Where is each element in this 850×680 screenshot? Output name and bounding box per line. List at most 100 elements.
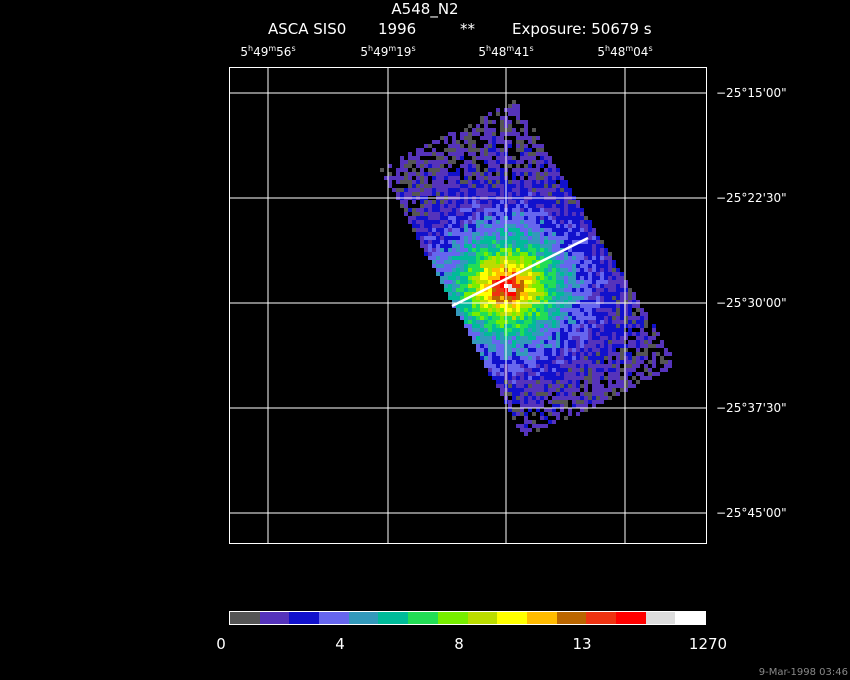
- intensity-pixel: [608, 316, 612, 320]
- intensity-pixel: [596, 384, 600, 388]
- intensity-pixel: [500, 388, 504, 392]
- intensity-pixel: [528, 160, 532, 164]
- intensity-pixel: [396, 176, 400, 180]
- intensity-pixel: [440, 268, 444, 272]
- intensity-pixel: [516, 148, 520, 152]
- intensity-pixel: [484, 252, 488, 256]
- intensity-pixel: [472, 280, 476, 284]
- intensity-pixel: [428, 228, 432, 232]
- intensity-pixel: [588, 272, 592, 276]
- intensity-pixel: [444, 224, 448, 228]
- intensity-pixel: [528, 228, 532, 232]
- intensity-pixel: [536, 352, 540, 356]
- intensity-pixel: [568, 372, 572, 376]
- intensity-pixel: [396, 172, 400, 176]
- intensity-pixel: [480, 252, 484, 256]
- intensity-pixel: [556, 192, 560, 196]
- intensity-pixel: [660, 344, 664, 348]
- intensity-pixel: [476, 176, 480, 180]
- intensity-pixel: [548, 400, 552, 404]
- intensity-pixel: [480, 340, 484, 344]
- intensity-pixel: [520, 272, 524, 276]
- intensity-pixel: [556, 396, 560, 400]
- intensity-pixel: [600, 296, 604, 300]
- intensity-pixel: [580, 304, 584, 308]
- intensity-pixel: [460, 152, 464, 156]
- intensity-pixel: [488, 132, 492, 136]
- intensity-pixel: [472, 160, 476, 164]
- intensity-pixel: [484, 204, 488, 208]
- intensity-pixel: [608, 272, 612, 276]
- intensity-pixel: [584, 240, 588, 244]
- intensity-pixel: [544, 184, 548, 188]
- intensity-pixel: [536, 316, 540, 320]
- intensity-pixel: [488, 368, 492, 372]
- intensity-pixel: [448, 272, 452, 276]
- intensity-pixel: [468, 124, 472, 128]
- intensity-pixel: [464, 184, 468, 188]
- intensity-pixel: [560, 384, 564, 388]
- intensity-pixel: [496, 376, 500, 380]
- intensity-pixel: [620, 344, 624, 348]
- intensity-pixel: [480, 336, 484, 340]
- intensity-pixel: [448, 248, 452, 252]
- intensity-pixel: [568, 316, 572, 320]
- intensity-pixel: [536, 332, 540, 336]
- intensity-pixel: [608, 256, 612, 260]
- intensity-pixel: [580, 276, 584, 280]
- intensity-pixel: [524, 296, 528, 300]
- intensity-pixel: [620, 380, 624, 384]
- intensity-pixel: [600, 384, 604, 388]
- intensity-pixel: [508, 128, 512, 132]
- intensity-pixel: [552, 200, 556, 204]
- intensity-pixel: [552, 232, 556, 236]
- intensity-pixel: [488, 156, 492, 160]
- intensity-pixel: [488, 236, 492, 240]
- intensity-pixel: [516, 336, 520, 340]
- intensity-pixel: [556, 244, 560, 248]
- intensity-pixel: [496, 372, 500, 376]
- intensity-pixel: [496, 340, 500, 344]
- intensity-pixel: [560, 400, 564, 404]
- intensity-pixel: [496, 176, 500, 180]
- intensity-pixel: [488, 140, 492, 144]
- intensity-pixel: [552, 256, 556, 260]
- intensity-pixel: [500, 212, 504, 216]
- intensity-pixel: [564, 376, 568, 380]
- intensity-pixel: [520, 308, 524, 312]
- intensity-pixel: [492, 292, 496, 296]
- intensity-pixel: [556, 364, 560, 368]
- intensity-pixel: [532, 192, 536, 196]
- intensity-pixel: [596, 264, 600, 268]
- intensity-pixel: [600, 352, 604, 356]
- intensity-pixel: [552, 280, 556, 284]
- intensity-pixel: [532, 292, 536, 296]
- intensity-pixel: [580, 264, 584, 268]
- intensity-pixel: [660, 368, 664, 372]
- intensity-pixel: [632, 304, 636, 308]
- intensity-pixel: [508, 228, 512, 232]
- intensity-pixel: [468, 292, 472, 296]
- intensity-pixel: [416, 220, 420, 224]
- intensity-pixel: [556, 220, 560, 224]
- intensity-pixel: [500, 360, 504, 364]
- intensity-pixel: [508, 332, 512, 336]
- intensity-pixel: [528, 420, 532, 424]
- intensity-pixel: [428, 224, 432, 228]
- intensity-pixel: [580, 332, 584, 336]
- intensity-pixel: [484, 300, 488, 304]
- intensity-pixel: [548, 324, 552, 328]
- intensity-pixel: [576, 268, 580, 272]
- intensity-pixel: [520, 292, 524, 296]
- intensity-pixel: [528, 296, 532, 300]
- intensity-pixel: [576, 316, 580, 320]
- intensity-pixel: [600, 396, 604, 400]
- intensity-pixel: [476, 180, 480, 184]
- intensity-pixel: [408, 184, 412, 188]
- intensity-pixel: [488, 252, 492, 256]
- intensity-pixel: [588, 324, 592, 328]
- intensity-pixel: [532, 284, 536, 288]
- intensity-pixel: [540, 352, 544, 356]
- intensity-pixel: [512, 356, 516, 360]
- intensity-pixel: [476, 128, 480, 132]
